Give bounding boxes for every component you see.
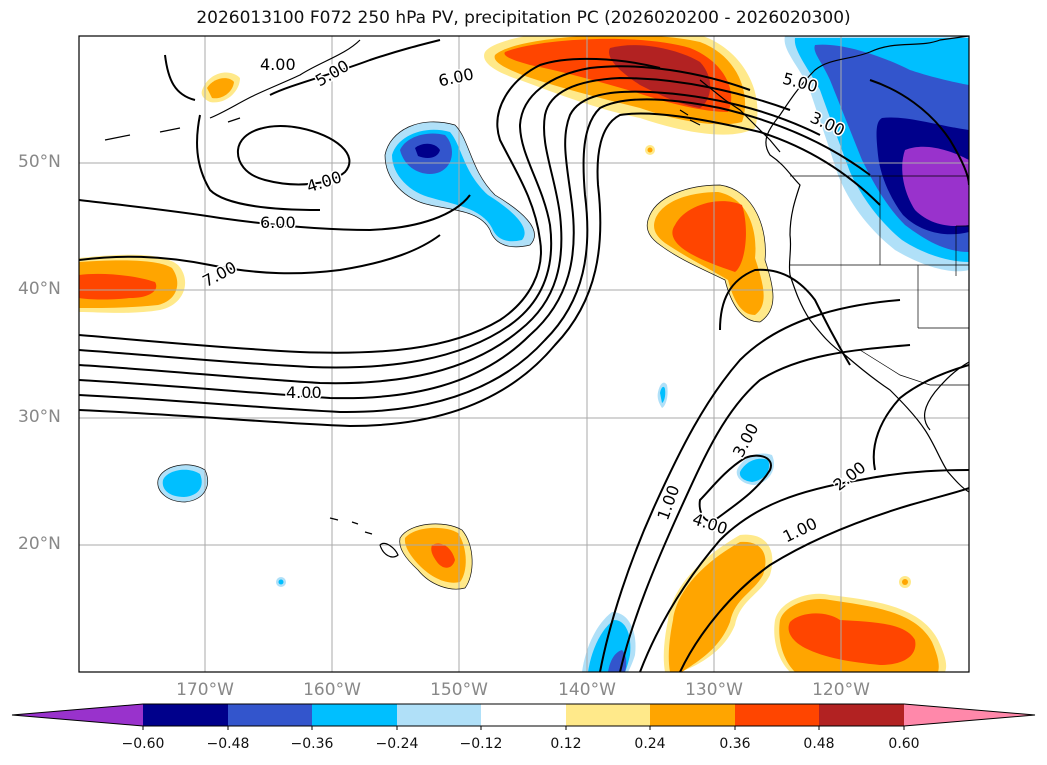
precip-anomaly-positive — [207, 78, 234, 99]
colorbar-swatch — [904, 704, 1035, 726]
coastlines — [104, 36, 969, 493]
colorbar-tick-label: −0.60 — [121, 736, 165, 752]
colorbar-tick-label: 0.24 — [634, 736, 666, 752]
lon-label: 140°W — [558, 680, 616, 700]
lat-label: 50°N — [18, 152, 61, 172]
precip-anomaly-positive — [609, 45, 711, 108]
precip-anomaly-positive — [788, 613, 916, 665]
colorbar-swatch — [12, 704, 143, 726]
precip-anomaly-negative — [739, 458, 770, 482]
precip-anomaly-positive — [431, 543, 455, 568]
precip-anomaly-positive — [672, 201, 746, 272]
lon-label: 130°W — [685, 680, 743, 700]
colorbar-tick-label: 0.48 — [803, 736, 835, 752]
precip-anomaly-negative — [660, 386, 666, 403]
hawaii-islands — [329, 517, 399, 558]
colorbar-swatch — [819, 704, 904, 726]
colorbar-swatch — [481, 704, 566, 726]
contour-label: 6.00 — [260, 213, 296, 232]
precip-anomaly-negative — [162, 469, 202, 497]
colorbar-tick-label: −0.36 — [290, 736, 334, 752]
colorbar — [11, 703, 1036, 730]
lon-label: 170°W — [176, 680, 234, 700]
colorbar-swatch — [397, 704, 481, 726]
contour-label: 2.00 — [830, 458, 870, 495]
colorbar-swatch — [735, 704, 819, 726]
precip-anomaly-negative — [902, 146, 969, 227]
colorbar-tick-label: 0.60 — [888, 736, 920, 752]
lat-label: 40°N — [18, 279, 61, 299]
map-frame — [78, 35, 970, 673]
precip-anomaly-positive — [668, 541, 766, 672]
colorbar-tick-label: −0.24 — [375, 736, 419, 752]
colorbar-swatch — [650, 704, 735, 726]
colorbar-swatch — [566, 704, 650, 726]
lon-label: 120°W — [812, 680, 870, 700]
precip-anomaly-negative — [415, 143, 440, 158]
pv-contours — [79, 39, 969, 672]
colorbar-swatch — [228, 704, 312, 726]
lat-label: 30°N — [18, 407, 61, 427]
lat-label: 20°N — [18, 534, 61, 554]
map-title: 2026013100 F072 250 hPa PV, precipitatio… — [196, 8, 851, 28]
contour-label: 6.00 — [437, 64, 476, 90]
colorbar-tick-label: −0.48 — [206, 736, 250, 752]
contour-label: 4.00 — [304, 167, 344, 196]
contour-label: 4.00 — [286, 383, 322, 402]
precip-anomaly-positive — [79, 273, 157, 300]
colorbar-swatch — [312, 704, 397, 726]
gridlines — [79, 36, 969, 672]
lon-label: 150°W — [430, 680, 488, 700]
colorbar-tick-label: 0.12 — [550, 736, 582, 752]
colorbar-tick-label: 0.36 — [719, 736, 751, 752]
contour-label: 4.00 — [260, 55, 296, 74]
borders — [790, 175, 969, 386]
contour-label: 1.00 — [653, 483, 683, 523]
colorbar-tick-label: −0.12 — [459, 736, 503, 752]
lon-label: 160°W — [303, 680, 361, 700]
colorbar-swatch — [143, 704, 228, 726]
